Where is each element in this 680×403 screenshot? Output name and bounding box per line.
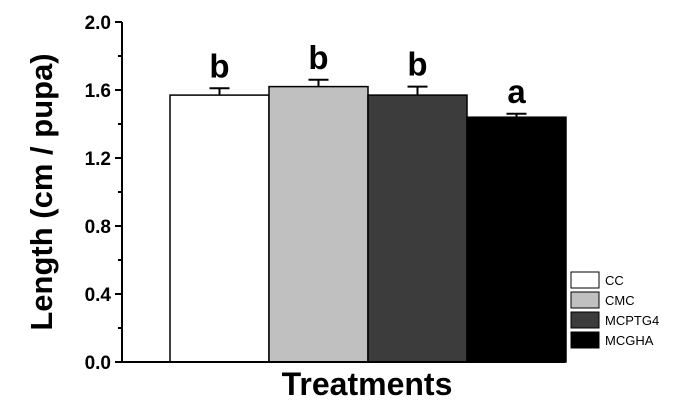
letter-mcgha: a — [507, 73, 526, 110]
y-tick-label-0: 0.0 — [85, 353, 111, 374]
y-axis-title: Length (cm / pupa) — [24, 53, 59, 330]
legend-swatch-mcgha — [570, 331, 600, 349]
y-tick-label-1: 0.4 — [85, 285, 112, 306]
y-tick-label-3: 1.2 — [85, 149, 111, 170]
legend-label-mcptg4: MCPTG4 — [605, 313, 659, 328]
bar-cmc — [268, 85, 369, 363]
y-tick-label-5: 2.0 — [85, 13, 111, 34]
legend-swatch-cmc — [570, 291, 600, 309]
bars — [169, 85, 567, 363]
legend-label-mcgha: MCGHA — [605, 333, 654, 348]
letter-cc: b — [209, 47, 229, 84]
legend-label-cc: CC — [605, 273, 624, 288]
bar-mcptg4 — [367, 94, 468, 363]
letter-mcptg4: b — [407, 46, 427, 83]
y-tick-label-4: 1.6 — [85, 81, 111, 102]
legend-label-cmc: CMC — [605, 293, 635, 308]
x-axis-title: Treatments — [282, 366, 453, 402]
error-bars — [209, 78, 527, 118]
legend: CC CMC MCPTG4 MCGHA — [570, 271, 659, 349]
bar-cc — [169, 94, 270, 363]
letter-cmc: b — [308, 39, 328, 76]
y-tick-label-2: 0.8 — [85, 217, 111, 238]
legend-swatch-mcptg4 — [570, 311, 600, 329]
bar-mcgha — [466, 116, 567, 363]
significance-letters: b b ba — [209, 39, 526, 110]
y-axis-ticks: 0.0 0.4 0.8 1.2 1.6 2.0 — [85, 13, 122, 374]
legend-swatch-cc — [570, 271, 600, 289]
